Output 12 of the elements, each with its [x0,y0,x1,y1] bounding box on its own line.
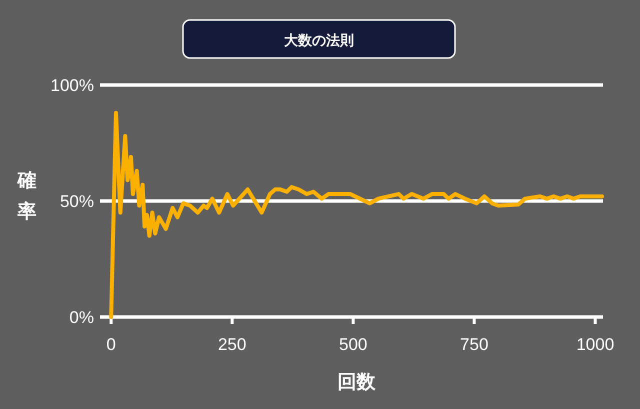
y-tick-label: 0% [69,308,94,327]
x-tick-label: 500 [339,335,368,354]
x-tick-label: 250 [218,335,246,354]
x-axis-title: 回数 [338,372,376,393]
chart-title: 大数の法則 [284,32,354,48]
y-tick-label: 50% [60,192,94,211]
x-tick-label: 0 [106,335,116,354]
y-axis-title: 確率 [16,170,36,222]
y-tick-label: 100% [50,76,94,95]
line-series [109,110,604,319]
x-tick-label: 1000 [576,335,614,354]
x-tick-label: 750 [460,335,488,354]
